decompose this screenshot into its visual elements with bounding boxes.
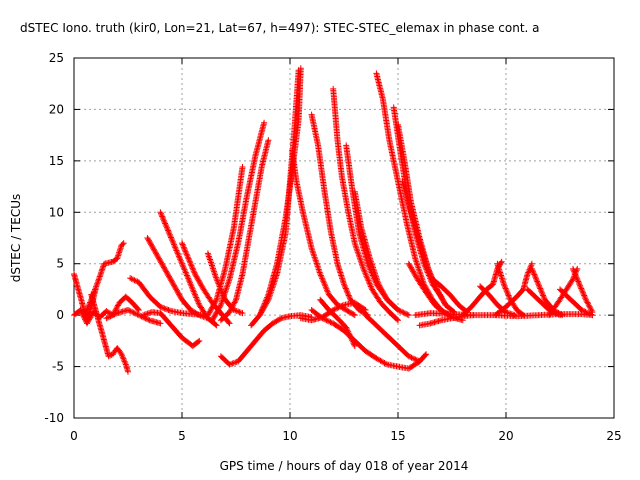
data-arc-37 (492, 260, 535, 319)
data-arc-41 (570, 265, 596, 316)
data-arc-42 (557, 286, 596, 319)
y-tick-label: -10 (44, 411, 64, 425)
y-tick-label: 25 (49, 51, 64, 65)
y-tick-label: -5 (52, 360, 64, 374)
chart-title: dSTEC Iono. truth (kir0, Lon=21, Lat=67,… (20, 21, 540, 35)
data-arc-24 (351, 188, 412, 319)
data-arc-6 (140, 309, 203, 349)
data-arc-33 (429, 276, 471, 316)
data-arc-7 (144, 235, 211, 322)
y-tick-label: 5 (56, 257, 64, 271)
data-arc-13 (217, 137, 272, 324)
data-arc-25 (362, 312, 423, 365)
plot-frame (73, 57, 615, 419)
data-arc-12 (209, 119, 268, 324)
y-tick-label: 10 (49, 205, 64, 219)
x-tick-label: 25 (606, 429, 621, 443)
x-tick-label: 20 (498, 429, 513, 443)
data-marks (71, 65, 596, 375)
data-arc-29 (399, 178, 458, 316)
y-axis-label: dSTEC / TECUs (9, 194, 23, 283)
x-tick-label: 5 (178, 429, 186, 443)
data-arc-22 (330, 85, 401, 324)
data-arc-8 (157, 209, 220, 329)
y-tick-label: 20 (49, 102, 64, 116)
data-arc-19 (308, 111, 371, 319)
x-tick-label: 15 (390, 429, 405, 443)
axis-ticks (73, 57, 615, 419)
y-tick-label: 15 (49, 154, 64, 168)
data-arc-21 (317, 296, 358, 349)
x-axis-label: GPS time / hours of day 018 of year 2014 (220, 459, 469, 473)
x-tick-label: 10 (282, 429, 297, 443)
grid-lines (74, 58, 614, 418)
data-arc-3 (88, 291, 131, 375)
x-tick-label: 0 (70, 429, 78, 443)
data-arc-11 (204, 164, 246, 319)
y-tick-label: 0 (56, 308, 64, 322)
data-arc-14 (217, 312, 315, 368)
x-tick-labels: 0 5 10 15 20 25 (70, 429, 621, 443)
y-tick-labels: -10 -5 0 5 10 15 20 25 (44, 51, 64, 425)
data-arc-32 (416, 312, 477, 329)
